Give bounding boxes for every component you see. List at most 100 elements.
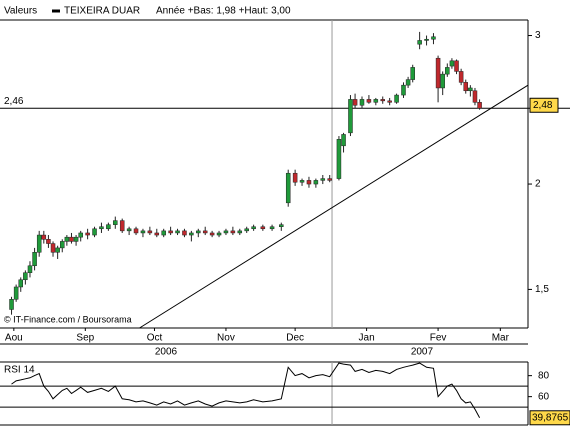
y-tick-label: 2 [535,179,541,190]
trendline [139,84,529,329]
candle-body [237,230,243,234]
last-price-box [529,97,559,113]
candle-body [458,71,464,83]
candle-body [60,241,65,249]
candle-body [306,180,312,185]
candle-body [209,232,215,236]
candle-body [36,234,42,253]
candle-body [352,99,358,106]
candle-body [417,40,422,45]
candle-body [387,100,392,103]
x-tick-label: Mar [492,333,510,344]
candle-body [13,286,19,300]
candle-body [373,99,379,103]
candle-body [55,247,60,253]
candle-body [230,230,236,234]
x-tick-label: Nov [217,333,235,344]
candle-body [106,224,111,230]
candle-body [41,234,47,240]
candle-body [46,239,51,244]
candle-body [279,224,284,227]
candle-body [154,232,160,236]
candle-body [140,230,146,234]
candle-body [32,252,37,267]
candle-body [27,265,33,273]
rsi-line [11,362,481,419]
candle-body [292,172,298,183]
candle-body [119,220,125,232]
candle-body [431,36,436,40]
candle-body [73,236,79,242]
source: © IT-Finance.com / Boursorama [4,314,132,324]
candle-body [449,60,455,67]
candle-body [269,226,275,230]
candle-body [78,232,83,238]
candle-body [85,232,90,236]
reference-label: 2,46 [4,96,24,107]
candle-body [348,99,353,134]
candle-body [216,232,222,236]
y-tick-label: 60 [538,391,550,402]
x-tick-label: Oct [147,333,163,344]
candle-body [477,102,482,109]
candle-body [244,228,249,232]
x-tick-label: Fev [430,333,447,344]
candle-body [147,230,153,234]
x-tick-label: Dec [286,333,304,344]
candle-body [9,299,14,310]
candle-body [175,230,180,234]
candle-body [336,139,342,179]
rsi-title: RSI 14 [4,365,35,376]
y-tick-label: 3 [535,30,541,41]
candle-body [64,236,70,242]
candle-body [133,228,139,234]
candle-body [69,236,74,242]
candle-body [92,228,97,236]
candle-body [435,57,441,89]
candle-body [405,79,411,86]
summary: Année +Bas: 1,98 +Haut: 3,00 [156,6,291,17]
last-value-box [529,410,570,426]
candle-body [202,230,208,234]
year-label: 2007 [411,347,434,358]
x-tick-label: Jan [359,333,375,344]
candle-body [285,172,291,204]
candle-body [359,99,365,106]
candle-body [299,180,305,183]
candle-body [320,178,326,181]
y-tick-label: 80 [538,370,550,381]
candle-body [260,226,266,230]
candle-body [196,230,201,234]
candle-body [251,226,256,230]
candle-body [161,230,166,236]
candle-body [410,67,415,80]
candle-body [472,90,478,103]
candle-body [113,220,118,225]
candle-body [327,178,332,181]
last-price-label: 2,48 [533,100,553,111]
candle-body [454,60,459,72]
candle-body [223,230,229,234]
last-value-label: 39,8765 [532,412,569,423]
x-tick-label: Sep [76,333,94,344]
candle-body [126,228,132,232]
candle-body [50,243,56,253]
candle-body [189,232,194,236]
candle-body [341,134,346,147]
candle-body [23,272,28,281]
candle-body [445,67,450,75]
candle-body [313,180,319,185]
candle-body [380,99,385,102]
candle-body [99,226,104,230]
candle-body [182,230,187,236]
candle-body [366,99,372,103]
candle-body [463,82,468,92]
candle-body [401,84,406,96]
panel-label: Valeurs [4,6,37,17]
y-tick-label: 1,5 [535,284,549,295]
legend-label: TEIXEIRA DUAR [64,6,140,17]
candle-body [468,87,473,92]
x-tick-label: Aou [5,333,23,344]
